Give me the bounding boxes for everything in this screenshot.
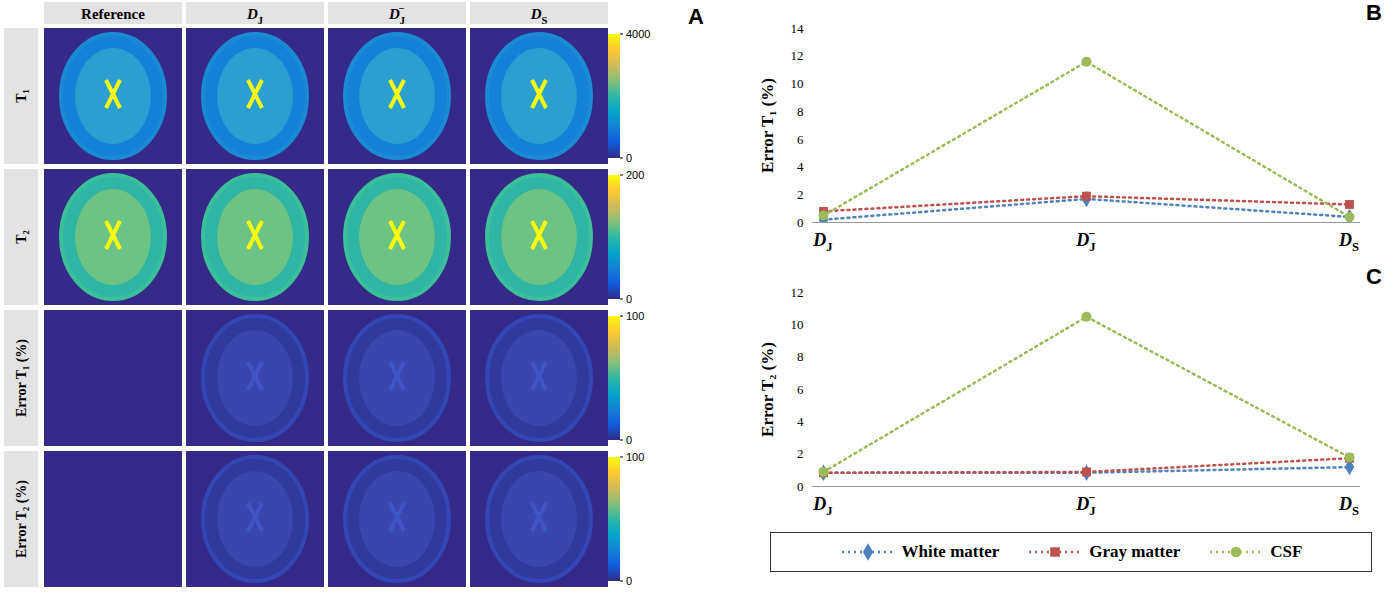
- svg-text:Reference: Reference: [81, 6, 145, 22]
- svg-text:8: 8: [797, 104, 804, 119]
- svg-text:0: 0: [626, 434, 632, 446]
- svg-text:DJ: DJ: [812, 494, 832, 518]
- svg-text:6: 6: [797, 382, 804, 397]
- svg-text:4: 4: [797, 414, 804, 429]
- html-text:CSF: CSF: [1270, 542, 1303, 561]
- svg-text:4000: 4000: [626, 28, 650, 40]
- svg-text:DS: DS: [530, 6, 548, 26]
- svg-text:DJ: DJ: [812, 230, 832, 254]
- svg-text:Error T₁ (%): Error T₁ (%): [14, 339, 30, 417]
- svg-text:2: 2: [797, 187, 804, 202]
- svg-text:12: 12: [791, 48, 804, 63]
- svg-text:2: 2: [797, 446, 804, 461]
- html-text:Gray matter: Gray matter: [1089, 542, 1181, 561]
- svg-text:100: 100: [626, 451, 644, 463]
- svg-text:4: 4: [797, 159, 804, 174]
- svg-text:0: 0: [626, 575, 632, 587]
- svg-text:0: 0: [626, 293, 632, 305]
- svg-text:DJ−: DJ−: [1075, 227, 1095, 255]
- svg-text:T₂: T₂: [14, 230, 29, 244]
- svg-text:Error T₁ (%): Error T₁ (%): [758, 78, 777, 173]
- svg-text:6: 6: [797, 132, 804, 147]
- svg-text:DJ−: DJ−: [1075, 491, 1095, 519]
- svg-text:A: A: [688, 4, 704, 29]
- html-text:C: C: [1366, 264, 1382, 289]
- html-text:White matter: White matter: [901, 542, 1000, 561]
- svg-text:Error T₂ (%): Error T₂ (%): [14, 480, 30, 558]
- svg-text:10: 10: [791, 317, 804, 332]
- svg-text:0: 0: [797, 215, 804, 230]
- html-text:B: B: [1366, 0, 1382, 25]
- svg-text:8: 8: [797, 349, 804, 364]
- svg-text:DJ−: DJ−: [388, 3, 405, 25]
- svg-text:0: 0: [626, 152, 632, 164]
- svg-text:T₁: T₁: [14, 89, 29, 103]
- svg-text:DJ: DJ: [246, 6, 263, 26]
- svg-text:12: 12: [791, 285, 804, 300]
- svg-text:Error T₂ (%): Error T₂ (%): [758, 342, 777, 437]
- svg-text:100: 100: [626, 310, 644, 322]
- svg-text:0: 0: [797, 479, 804, 494]
- svg-text:10: 10: [791, 76, 804, 91]
- svg-text:14: 14: [791, 21, 805, 36]
- svg-text:200: 200: [626, 169, 644, 181]
- svg-text:DS: DS: [1338, 230, 1359, 254]
- svg-text:DS: DS: [1338, 494, 1359, 518]
